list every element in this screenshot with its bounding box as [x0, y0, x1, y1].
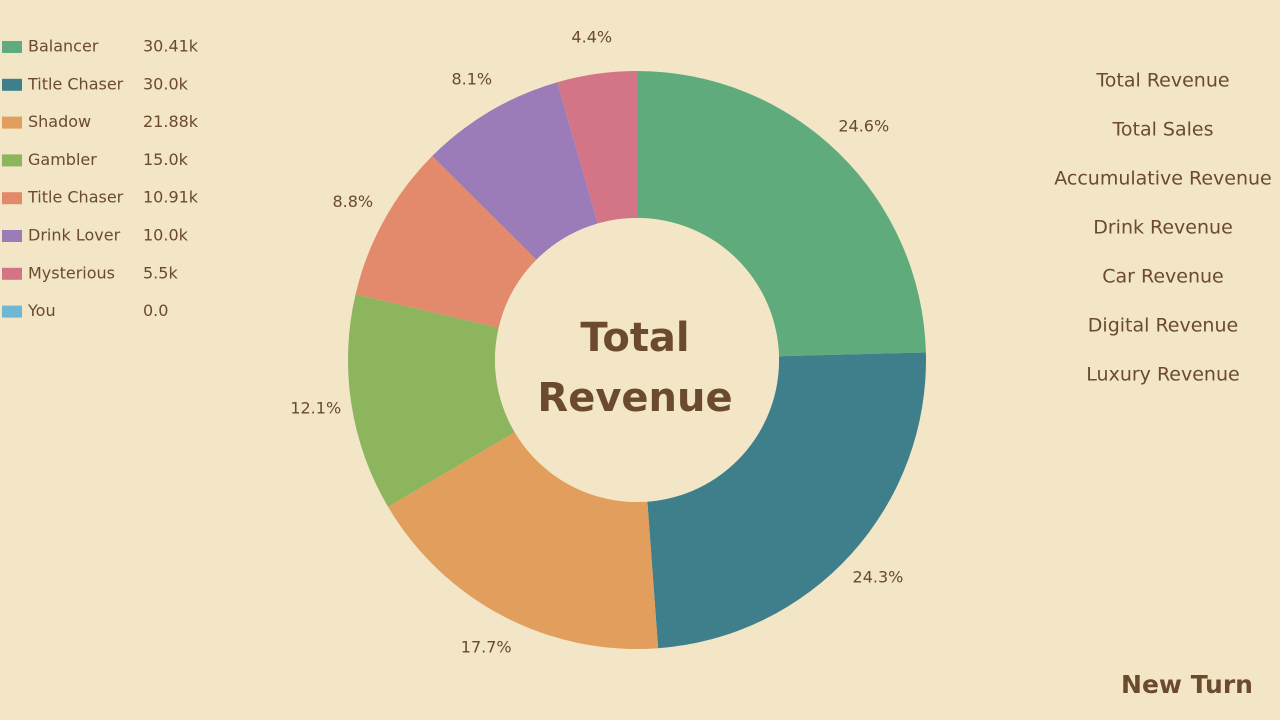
- legend-value: 30.41k: [143, 37, 199, 56]
- legend-label: Drink Lover: [28, 226, 121, 245]
- legend-swatch: [2, 267, 22, 280]
- legend-swatch: [2, 192, 22, 205]
- menu-item[interactable]: Digital Revenue: [1088, 315, 1238, 337]
- legend-swatch: [2, 116, 22, 129]
- slice: [388, 432, 659, 649]
- slice-label: 12.1%: [290, 399, 341, 418]
- legend-value: 30.0k: [143, 74, 189, 93]
- donut-hole: [495, 218, 779, 502]
- slice-label: 24.3%: [853, 568, 904, 587]
- menu-item[interactable]: Accumulative Revenue: [1054, 168, 1272, 190]
- legend-value: 15.0k: [143, 150, 189, 169]
- donut: [348, 71, 926, 649]
- slice: [355, 156, 537, 328]
- legend-value: 21.88k: [143, 112, 199, 131]
- chart-title: Total Revenue: [537, 315, 732, 421]
- menu-item[interactable]: Drink Revenue: [1093, 217, 1233, 239]
- slice: [557, 71, 637, 224]
- slice: [647, 352, 926, 649]
- legend-label: Balancer: [28, 37, 99, 56]
- legend-swatch: [2, 154, 22, 167]
- slice: [432, 82, 598, 260]
- slice: [348, 294, 515, 507]
- legend-label: You: [27, 301, 56, 320]
- legend-swatch: [2, 305, 22, 318]
- legend-value: 10.0k: [143, 226, 189, 245]
- menu-item[interactable]: Total Revenue: [1095, 70, 1229, 92]
- legend-value: 10.91k: [143, 188, 199, 207]
- slice-label: 8.8%: [332, 192, 373, 211]
- legend-label: Shadow: [28, 112, 91, 131]
- legend-swatch: [2, 230, 22, 242]
- legend-label: Gambler: [28, 150, 97, 169]
- slice: [637, 71, 926, 357]
- slice-label: 4.4%: [571, 28, 612, 47]
- new-turn-button[interactable]: New Turn: [1121, 670, 1253, 699]
- slice-label: 24.6%: [838, 117, 889, 136]
- legend-swatch: [2, 78, 22, 91]
- menu-item[interactable]: Total Sales: [1112, 119, 1214, 141]
- slice-label: 17.7%: [461, 637, 512, 656]
- legend-swatch: [2, 41, 22, 53]
- legend-label: Mysterious: [28, 263, 115, 282]
- menu-item[interactable]: Car Revenue: [1102, 266, 1224, 288]
- menu-item[interactable]: Luxury Revenue: [1086, 364, 1239, 386]
- legend-label: Title Chaser: [27, 188, 124, 207]
- legend-value: 0.0: [143, 301, 168, 320]
- legend-label: Title Chaser: [27, 74, 124, 93]
- legend-value: 5.5k: [143, 263, 178, 282]
- slice-label: 8.1%: [451, 70, 492, 89]
